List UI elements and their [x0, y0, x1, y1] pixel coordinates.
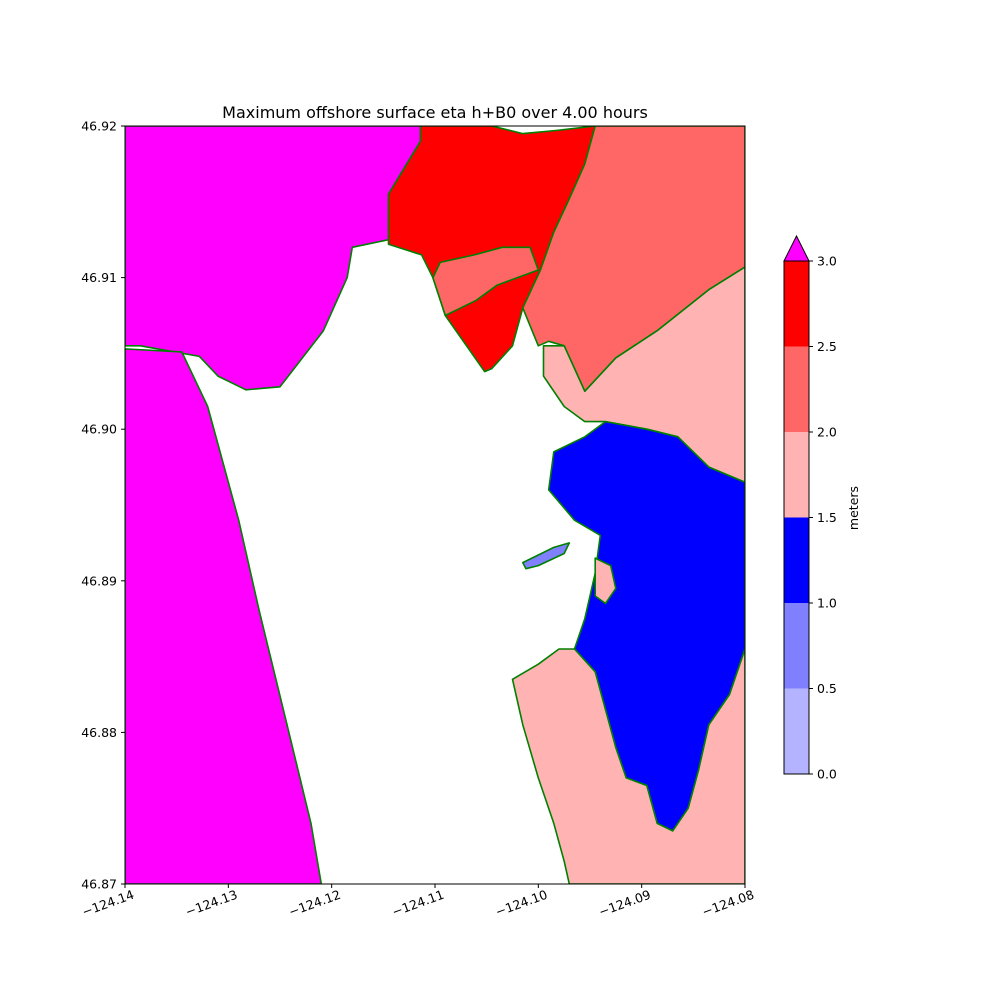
colorbar-label: meters [846, 486, 861, 530]
colorbar-segment [784, 432, 809, 518]
region-ocean-south-over-3m [125, 348, 323, 884]
y-axis-ticks: 46.87 46.88 46.89 46.90 46.91 46.92 [81, 119, 125, 892]
x-tick-label: −124.11 [390, 887, 446, 920]
colorbar-segment [784, 261, 809, 347]
y-tick-label: 46.90 [81, 422, 117, 437]
x-tick-label: −124.13 [183, 887, 239, 920]
y-tick-label: 46.91 [81, 270, 117, 285]
x-axis-ticks: −124.14 −124.13 −124.12 −124.11 −124.10 −124.… [80, 884, 756, 919]
y-tick-label: 46.87 [81, 877, 117, 892]
colorbar-tick-label: 1.5 [817, 510, 837, 525]
x-tick-label: −124.09 [597, 887, 653, 920]
region-inner-bay-mid-2-2.5m [432, 246, 540, 317]
plot-area [124, 125, 746, 885]
surface-eta-regions [125, 126, 745, 884]
region-east-pocket-1.5-2m [594, 557, 617, 605]
region-south-east-1.5-2m [511, 648, 745, 884]
colorbar-segment [784, 688, 809, 774]
colorbar-tick-label: 0.5 [817, 681, 837, 696]
colorbar-tick-label: 2.0 [817, 425, 837, 440]
x-tick-label: −124.12 [287, 887, 343, 920]
colorbar-tick-label: 1.0 [817, 596, 837, 611]
colorbar: 0.0 0.5 1.0 1.5 2.0 2.5 3.0 [783, 234, 837, 782]
colorbar-extend-arrow [783, 234, 810, 262]
chart-title: Maximum offshore surface eta h+B0 over 4… [222, 103, 648, 122]
y-tick-label: 46.88 [81, 725, 117, 740]
region-channel-finger-0.5-1m [521, 542, 571, 570]
x-tick-label: −124.10 [493, 887, 549, 920]
x-tick-label: −124.14 [80, 887, 136, 920]
x-tick-label: −124.08 [700, 887, 756, 920]
y-tick-label: 46.89 [81, 573, 117, 588]
colorbar-tick-label: 2.5 [817, 339, 837, 354]
colorbar-segment [784, 603, 809, 689]
y-tick-label: 46.92 [81, 119, 117, 134]
colorbar-segment [784, 517, 809, 603]
colorbar-tick-label: 3.0 [817, 254, 837, 269]
colorbar-tick-label: 0.0 [817, 767, 837, 782]
colorbar-segment [784, 346, 809, 432]
